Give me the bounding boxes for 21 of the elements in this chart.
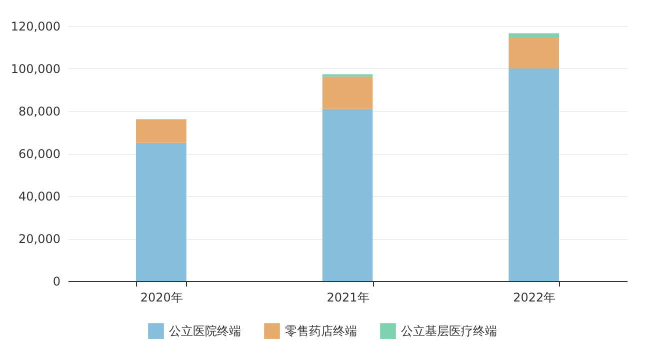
x-tick-label: 2022年 [513,290,556,304]
y-tick-label: 40,000 [18,190,60,204]
legend-label: 公立医院终端 [169,324,241,338]
bar [322,76,373,109]
bar [136,142,186,281]
legend-label: 公立基层医疗终端 [401,324,497,338]
legend-label: 零售药店终端 [285,324,357,338]
y-tick-label: 20,000 [18,232,60,246]
y-tick-label: 120,000 [10,20,60,34]
x-tick-label: 2021年 [326,290,370,304]
x-tick-label: 2020年 [140,290,183,304]
bar [508,68,559,281]
bar [136,120,186,143]
y-tick-label: 100,000 [10,62,60,76]
y-tick-label: 0 [52,274,60,288]
bar [322,74,373,77]
y-tick-label: 60,000 [18,147,60,161]
bar [508,37,559,68]
bar [508,33,559,38]
y-tick-label: 80,000 [18,104,60,118]
bar [322,108,373,281]
